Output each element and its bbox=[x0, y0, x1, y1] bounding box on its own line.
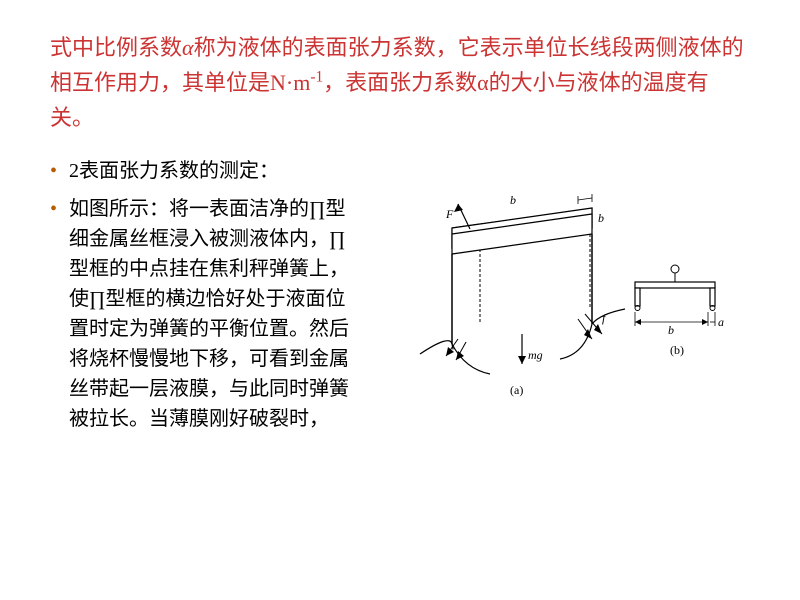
bullet-dot: • bbox=[50, 194, 57, 434]
svg-text:mg: mg bbox=[528, 348, 543, 362]
svg-text:f: f bbox=[602, 311, 607, 325]
svg-text:b: b bbox=[598, 211, 604, 225]
bullet-dot: • bbox=[50, 156, 57, 186]
svg-text:(a): (a) bbox=[510, 383, 523, 397]
svg-text:b: b bbox=[668, 323, 674, 337]
svg-text:F: F bbox=[445, 207, 454, 221]
figure-container: F b a b f bbox=[380, 156, 750, 442]
intro-exp: -1 bbox=[310, 69, 323, 86]
intro-t1: 式中比例系数 bbox=[50, 35, 182, 60]
figure-a: F b a b f bbox=[420, 194, 625, 397]
bullet-1-text: 2表面张力系数的测定： bbox=[69, 156, 360, 186]
bullet-2-text: 如图所示：将一表面洁净的∏型细金属丝框浸入被测液体内，∏型框的中点挂在焦利秤弹簧… bbox=[69, 194, 360, 434]
intro-alpha: α bbox=[182, 35, 194, 60]
svg-text:(b): (b) bbox=[670, 343, 684, 357]
bullet-2: • 如图所示：将一表面洁净的∏型细金属丝框浸入被测液体内，∏型框的中点挂在焦利秤… bbox=[50, 194, 360, 434]
svg-text:b: b bbox=[510, 194, 516, 207]
svg-text:a: a bbox=[718, 315, 724, 329]
intro-paragraph: 式中比例系数α称为液体的表面张力系数，它表示单位长线段两侧液体的相互作用力，其单… bbox=[50, 30, 750, 136]
figure-b: b a (b) bbox=[635, 265, 724, 357]
svg-text:a: a bbox=[580, 194, 586, 197]
diagram-svg: F b a b f bbox=[400, 194, 730, 414]
bullet-1: • 2表面张力系数的测定： bbox=[50, 156, 360, 186]
